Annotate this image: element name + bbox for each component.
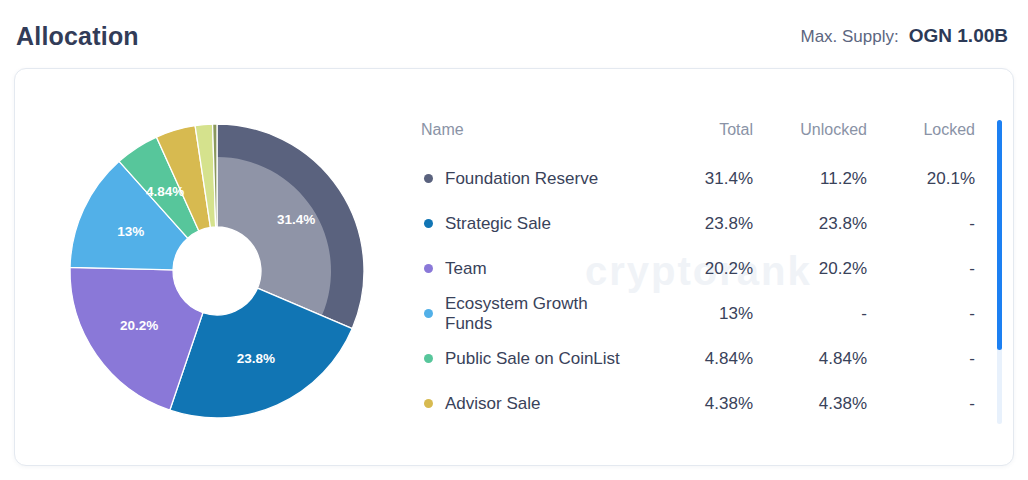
cell-name: Ecosystem Growth Funds [421,294,633,334]
col-header-name: Name [421,121,633,139]
cell-locked: 20.1% [867,169,975,189]
pie-slice-label: 4.84% [146,184,184,199]
max-supply-value: OGN 1.00B [909,25,1008,47]
cell-total: 23.8% [633,214,753,234]
cell-unlocked: 20.2% [753,259,867,279]
table-row[interactable]: Team20.2%20.2%- [421,246,975,291]
series-color-bullet [424,264,433,273]
table-row[interactable]: Ecosystem Growth Funds13%-- [421,291,975,336]
cell-unlocked: - [753,304,867,324]
pie-slice-label: 31.4% [277,211,315,226]
cell-locked: - [867,214,975,234]
table-scrollbar-thumb[interactable] [997,120,1002,350]
cell-total: 20.2% [633,259,753,279]
cell-total: 13% [633,304,753,324]
series-color-bullet [424,219,433,228]
cell-total: 4.38% [633,394,753,414]
allocation-table: Name Total Unlocked Locked Foundation Re… [421,120,975,426]
series-color-bullet [424,309,433,318]
cell-locked: - [867,349,975,369]
series-color-bullet [424,399,433,408]
table-row[interactable]: Foundation Reserve 31.4%11.2%20.1% [421,156,975,201]
allocation-card: cryptorank 31.4%23.8%20.2%13%4.84% Name … [14,68,1014,466]
series-color-bullet [424,174,433,183]
cell-name: Strategic Sale [421,214,633,234]
max-supply: Max. Supply: OGN 1.00B [800,25,1008,47]
table-header-row: Name Total Unlocked Locked [421,120,975,140]
cell-locked: - [867,259,975,279]
cell-total: 31.4% [633,169,753,189]
table-body: Foundation Reserve 31.4%11.2%20.1% Strateg… [421,156,975,426]
col-header-unlocked: Unlocked [753,121,867,139]
table-row[interactable]: Advisor Sale4.38%4.38%- [421,381,975,426]
series-color-bullet [424,354,433,363]
cell-total: 4.84% [633,349,753,369]
series-name: Team [445,259,487,279]
page-header: Allocation Max. Supply: OGN 1.00B [16,18,1008,54]
pie-slice-label: 20.2% [120,318,158,333]
series-name: Advisor Sale [445,394,540,414]
cell-unlocked: 4.84% [753,349,867,369]
cell-locked: - [867,304,975,324]
table-row[interactable]: Public Sale on CoinList4.84%4.84%- [421,336,975,381]
series-name: Strategic Sale [445,214,551,234]
table-row[interactable]: Strategic Sale23.8%23.8%- [421,201,975,246]
cell-name: Public Sale on CoinList [421,349,633,369]
cell-name: Advisor Sale [421,394,633,414]
cell-name: Team [421,259,633,279]
pie-slice-label: 23.8% [237,350,275,365]
allocation-page: Allocation Max. Supply: OGN 1.00B crypto… [0,0,1028,480]
pie-slice-label: 13% [117,224,144,239]
col-header-total: Total [633,121,753,139]
cell-name: Foundation Reserve [421,169,633,189]
series-name: Foundation Reserve [445,169,598,189]
cell-unlocked: 23.8% [753,214,867,234]
table-scrollbar-track[interactable] [997,120,1002,424]
series-name: Ecosystem Growth Funds [445,294,633,334]
cell-locked: - [867,394,975,414]
cell-unlocked: 11.2% [753,169,867,189]
col-header-locked: Locked [867,121,975,139]
max-supply-label: Max. Supply: [800,27,898,47]
series-name: Public Sale on CoinList [445,349,620,369]
page-title: Allocation [16,22,139,51]
cell-unlocked: 4.38% [753,394,867,414]
